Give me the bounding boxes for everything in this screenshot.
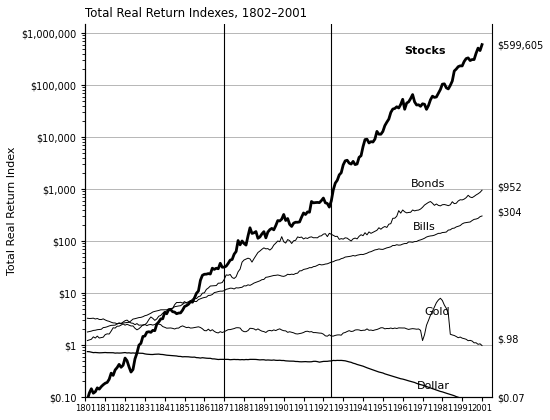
Text: Dollar: Dollar	[416, 381, 449, 391]
Text: Total Real Return Indexes, 1802–2001: Total Real Return Indexes, 1802–2001	[85, 7, 307, 20]
Y-axis label: Total Real Return Index: Total Real Return Index	[7, 146, 17, 275]
Text: Bonds: Bonds	[411, 179, 445, 189]
Text: Stocks: Stocks	[405, 46, 446, 56]
Text: Bills: Bills	[412, 222, 436, 232]
Text: Gold: Gold	[425, 307, 450, 317]
